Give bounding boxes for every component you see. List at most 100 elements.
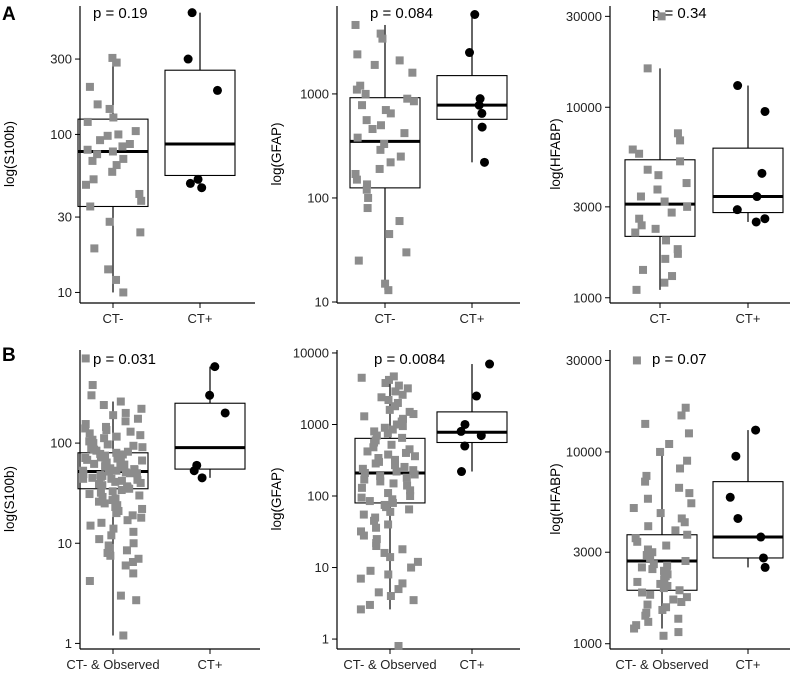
data-point-ct-neg	[109, 524, 118, 533]
y-tick-label: 10000	[566, 444, 602, 459]
y-axis-label: log(GFAP)	[269, 467, 284, 530]
data-point-ct-neg	[644, 617, 653, 626]
data-point-ct-pos	[187, 8, 197, 18]
x-tick-label: CT+	[198, 657, 223, 672]
data-point-ct-neg	[128, 511, 137, 520]
data-point-ct-neg	[109, 113, 118, 122]
data-point-ct-pos	[460, 419, 470, 429]
y-tick-label: 1000	[573, 636, 602, 651]
data-point-ct-neg	[356, 605, 365, 614]
data-point-ct-neg	[359, 531, 368, 540]
data-point-ct-neg	[89, 175, 98, 184]
data-point-ct-neg	[374, 588, 383, 597]
data-point-ct-neg	[674, 614, 683, 623]
x-tick-label: CT+	[736, 311, 761, 326]
data-point-ct-neg	[398, 422, 407, 431]
data-point-ct-pos	[220, 408, 230, 418]
data-point-ct-neg	[410, 452, 419, 461]
data-point-ct-neg	[668, 272, 677, 281]
data-point-ct-neg	[362, 116, 371, 125]
data-point-ct-neg	[362, 185, 371, 194]
data-point-ct-neg	[656, 509, 665, 518]
chart-2: 10 100 1000 log(GFAP) p = 0.084 CT- CT+	[269, 5, 520, 326]
box-ct-pos	[436, 14, 508, 163]
data-point-ct-neg	[657, 12, 666, 21]
data-point-ct-neg	[83, 455, 92, 464]
data-point-ct-neg	[88, 381, 97, 390]
data-point-ct-neg	[649, 560, 658, 569]
data-point-ct-neg	[353, 133, 362, 142]
data-point-ct-neg	[381, 279, 390, 288]
data-point-ct-neg	[86, 521, 95, 530]
data-point-ct-neg	[366, 566, 375, 575]
data-point-ct-neg	[112, 432, 121, 441]
data-point-ct-neg	[81, 420, 90, 429]
data-point-ct-pos	[457, 467, 467, 477]
data-point-ct-neg	[391, 402, 400, 411]
data-point-ct-pos	[760, 106, 770, 116]
data-point-ct-neg	[682, 179, 691, 188]
p-value-label: p = 0.07	[652, 351, 707, 368]
data-point-ct-neg	[402, 248, 411, 257]
data-point-ct-neg	[118, 142, 127, 151]
data-point-ct-neg	[119, 288, 128, 297]
data-point-ct-neg	[632, 285, 641, 294]
x-tick-label: CT- & Observed	[615, 657, 708, 672]
data-point-ct-neg	[108, 496, 117, 505]
y-tick-label: 10	[315, 295, 329, 310]
data-point-ct-neg	[136, 478, 145, 487]
data-point-ct-neg	[409, 596, 418, 605]
y-axis-label: log(GFAP)	[269, 122, 284, 185]
data-point-ct-neg	[79, 470, 88, 479]
x-tick-label: CT-	[103, 311, 124, 326]
data-point-ct-neg	[112, 466, 121, 475]
data-point-ct-neg	[410, 470, 419, 479]
data-point-ct-neg	[628, 145, 637, 154]
y-tick-label: 100	[50, 127, 72, 142]
data-point-ct-neg	[681, 403, 690, 412]
data-point-ct-neg	[384, 570, 393, 579]
data-point-ct-neg	[398, 433, 407, 442]
data-point-ct-neg	[675, 483, 684, 492]
data-point-ct-neg	[409, 466, 418, 475]
data-point-ct-neg	[369, 443, 378, 452]
data-point-ct-neg	[660, 278, 669, 287]
x-tick-label: CT+	[460, 311, 485, 326]
data-point-ct-neg	[108, 147, 117, 156]
data-point-ct-neg	[372, 431, 381, 440]
data-point-ct-neg	[105, 543, 114, 552]
data-point-ct-neg	[635, 149, 644, 158]
data-point-ct-neg	[129, 569, 138, 578]
data-point-ct-neg	[384, 489, 393, 498]
box-ct-pos	[436, 364, 508, 472]
y-tick-label: 10	[58, 536, 72, 551]
data-point-ct-neg	[108, 487, 117, 496]
y-tick-label: 1000	[300, 86, 329, 101]
x-tick-label: CT- & Observed	[343, 657, 436, 672]
data-point-ct-neg	[117, 486, 126, 495]
data-point-ct-pos	[465, 48, 475, 58]
data-point-ct-neg	[654, 171, 663, 180]
data-point-ct-neg	[639, 265, 648, 274]
data-point-ct-pos	[205, 390, 215, 400]
data-point-ct-neg	[681, 556, 690, 565]
data-point-ct-neg	[401, 448, 410, 457]
data-point-ct-neg	[116, 591, 125, 600]
data-point-ct-neg	[395, 56, 404, 65]
y-tick-label: 3000	[573, 545, 602, 560]
data-point-ct-neg	[383, 429, 392, 438]
data-point-ct-neg	[101, 462, 110, 471]
data-point-ct-neg	[384, 520, 393, 529]
data-point-ct-pos	[733, 81, 743, 91]
data-point-ct-pos	[456, 426, 466, 436]
data-point-ct-neg	[112, 275, 121, 284]
data-point-ct-neg	[409, 410, 418, 419]
data-point-ct-neg	[656, 447, 665, 456]
data-point-ct-neg	[93, 150, 102, 159]
data-point-ct-neg	[100, 434, 109, 443]
data-point-ct-neg	[676, 464, 685, 473]
data-point-ct-neg	[358, 101, 367, 110]
x-tick-label: CT-	[650, 311, 671, 326]
x-tick-label: CT- & Observed	[66, 657, 159, 672]
data-point-ct-neg	[98, 492, 107, 501]
